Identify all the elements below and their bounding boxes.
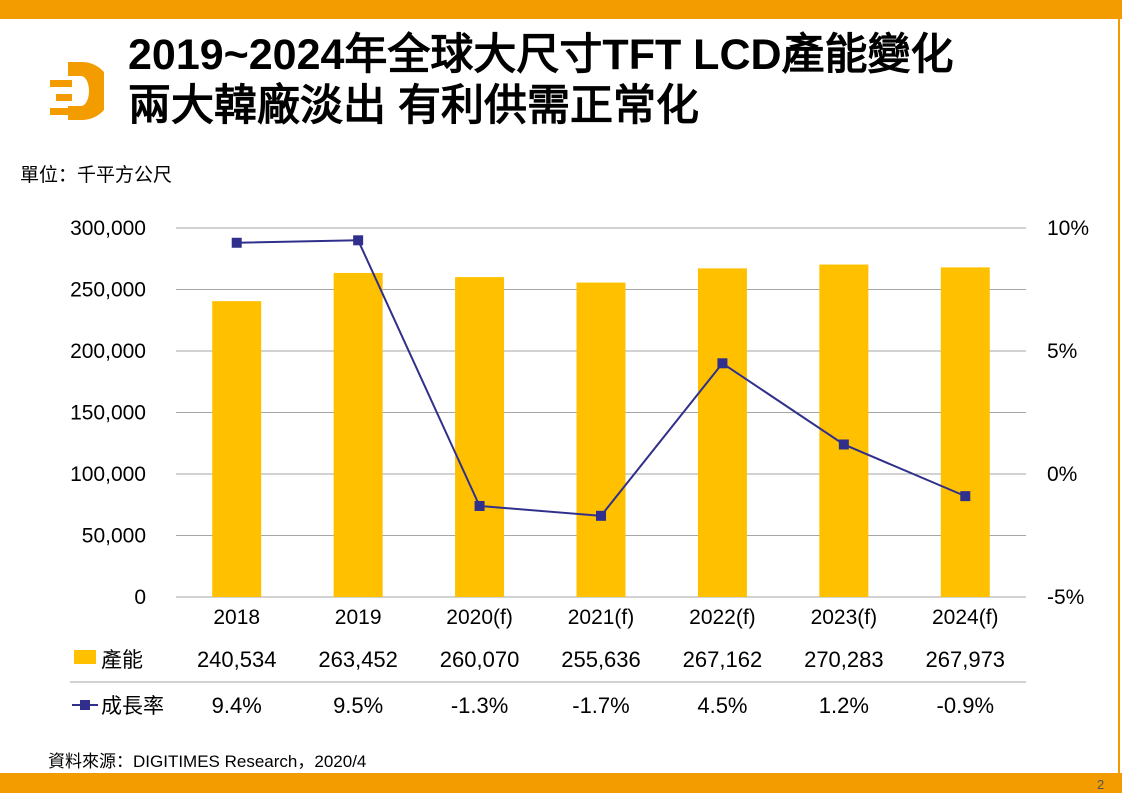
capacity-bar xyxy=(576,282,626,597)
capacity-bar xyxy=(212,301,262,597)
growth-rate-marker xyxy=(474,500,485,511)
capacity-value-label: 270,283 xyxy=(804,647,884,672)
title-line-2: 兩大韓廠淡出 有利供需正常化 xyxy=(128,82,699,130)
growth-rate-value-label: 9.5% xyxy=(333,693,383,718)
right-axis-labels: -5% 0% 5% 10% xyxy=(1047,217,1089,609)
left-axis-tick-label: 200,000 xyxy=(70,340,146,363)
capacity-chart: 0 50,000 100,000 150,000 200,000 250,000 300,0… xyxy=(70,217,1089,718)
digitimes-logo-icon xyxy=(50,62,104,120)
growth-rate-marker xyxy=(231,237,242,248)
title-line-1: 2019~2024年全球大尺寸TFT LCD產能變化 xyxy=(128,31,954,79)
growth-rate-marker xyxy=(960,491,971,502)
category-label: 2023(f) xyxy=(811,606,878,629)
capacity-value-label: 267,973 xyxy=(926,647,1006,672)
top-accent-bar xyxy=(0,0,1122,19)
right-axis-tick-label: 10% xyxy=(1047,217,1089,240)
growth-rate-value-label: -1.7% xyxy=(572,693,629,718)
capacity-bar xyxy=(697,268,747,597)
growth-rate-value-label: 4.5% xyxy=(697,693,747,718)
left-axis-tick-label: 150,000 xyxy=(70,402,146,425)
right-axis-tick-label: -5% xyxy=(1047,586,1084,609)
capacity-value-label: 263,452 xyxy=(318,647,398,672)
right-axis-tick-label: 5% xyxy=(1047,340,1077,363)
capacity-bar xyxy=(819,264,869,597)
capacity-value-label: 260,070 xyxy=(440,647,520,672)
category-label: 2021(f) xyxy=(568,606,635,629)
legend-line-label: 成長率 xyxy=(101,695,164,718)
left-axis-tick-label: 0 xyxy=(134,586,146,609)
legend-bar-label: 產能 xyxy=(101,649,143,672)
capacity-bar xyxy=(940,267,990,597)
source-note: 資料來源：DIGITIMES Research，2020/4 xyxy=(48,752,367,771)
right-axis-tick-label: 0% xyxy=(1047,463,1077,486)
left-axis-labels: 0 50,000 100,000 150,000 200,000 250,000 300,0… xyxy=(70,217,146,609)
growth-rate-value-label: 9.4% xyxy=(212,693,262,718)
right-border-line xyxy=(1118,19,1120,773)
category-labels: 2018 2019 2020(f) 2021(f) 2022(f) 2023(f) 2024… xyxy=(213,606,998,629)
growth-rate-marker xyxy=(596,510,606,521)
page-title: 2019~2024年全球大尺寸TFT LCD產能變化 兩大韓廠淡出 有利供需正常… xyxy=(128,30,954,132)
left-axis-tick-label: 300,000 xyxy=(70,217,146,240)
left-axis-tick-label: 100,000 xyxy=(70,463,146,486)
growth-line xyxy=(231,235,971,521)
category-label: 2022(f) xyxy=(689,606,756,629)
page-number: 2 xyxy=(1097,777,1105,792)
category-label: 2024(f) xyxy=(932,606,999,629)
unit-label: 單位：千平方公尺 xyxy=(20,165,173,186)
capacity-bar xyxy=(455,277,505,597)
capacity-bars xyxy=(212,264,990,597)
capacity-value-label: 240,534 xyxy=(197,647,277,672)
growth-rate-value-label: -0.9% xyxy=(937,693,994,718)
capacity-bar xyxy=(333,272,383,597)
left-axis-tick-label: 250,000 xyxy=(70,279,146,302)
growth-rate-marker xyxy=(353,235,364,246)
growth-rate-marker xyxy=(838,439,849,450)
category-label: 2018 xyxy=(213,606,260,629)
left-axis-tick-label: 50,000 xyxy=(82,525,146,548)
capacity-value-label: 255,636 xyxy=(561,647,641,672)
growth-rate-value-label: -1.3% xyxy=(451,693,508,718)
growth-rate-value-label: 1.2% xyxy=(819,693,869,718)
category-label: 2020(f) xyxy=(446,606,513,629)
legend-line-marker xyxy=(80,700,90,710)
capacity-value-label: 267,162 xyxy=(683,647,763,672)
legend-bar-swatch xyxy=(74,650,96,664)
bottom-accent-bar xyxy=(0,773,1122,793)
category-label: 2019 xyxy=(335,606,382,629)
growth-rate-marker xyxy=(717,358,728,369)
